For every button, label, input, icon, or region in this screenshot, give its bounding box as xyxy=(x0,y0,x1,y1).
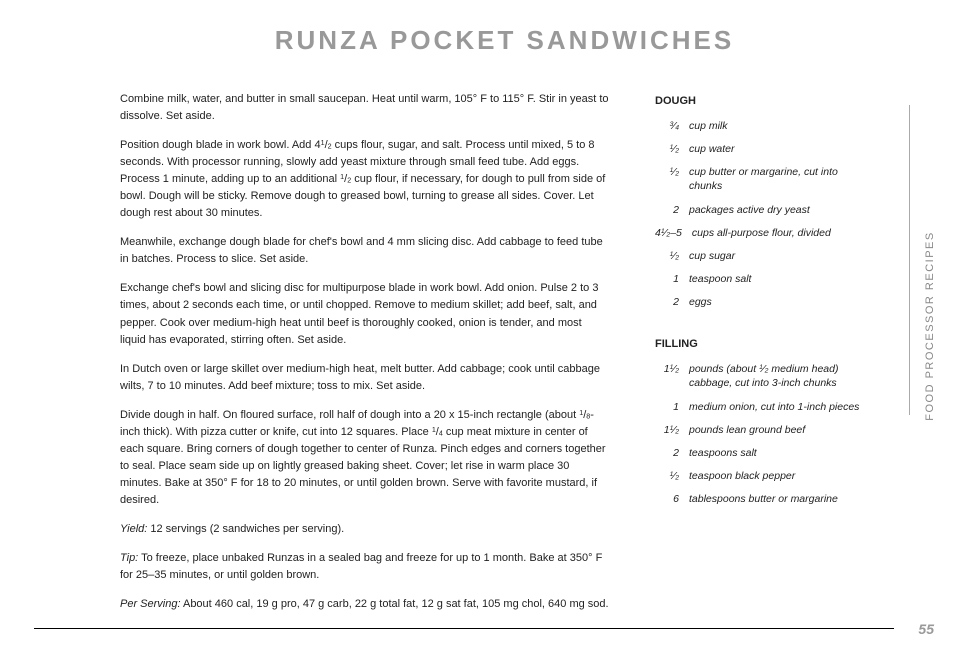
ingredient-group-title: DOUGH xyxy=(655,94,870,109)
paragraph-5: In Dutch oven or large skillet over medi… xyxy=(120,361,610,395)
ingredient-desc: packages active dry yeast xyxy=(689,203,870,217)
ingredient-item: 2teaspoons salt xyxy=(655,446,870,460)
ingredient-qty: 1⁄2 xyxy=(655,249,689,263)
ingredient-item: 2eggs xyxy=(655,295,870,309)
recipe-title: RUNZA POCKET SANDWICHES xyxy=(120,25,889,56)
ingredient-item: 41⁄2–5cups all-purpose flour, divided xyxy=(655,226,870,240)
ingredient-item: 3⁄4cup milk xyxy=(655,119,870,133)
ingredient-item: 2packages active dry yeast xyxy=(655,203,870,217)
ingredient-item: 1teaspoon salt xyxy=(655,272,870,286)
paragraph-3: Meanwhile, exchange dough blade for chef… xyxy=(120,234,610,268)
ingredient-desc: cup water xyxy=(689,142,870,156)
ingredient-desc: pounds lean ground beef xyxy=(689,423,870,437)
ingredient-desc: eggs xyxy=(689,295,870,309)
ingredient-desc: tablespoons butter or margarine xyxy=(689,492,870,506)
ingredient-qty: 11⁄2 xyxy=(655,423,689,437)
ingredient-list: 3⁄4cup milk1⁄2cup water1⁄2cup butter or … xyxy=(655,119,870,310)
ingredient-qty: 1⁄2 xyxy=(655,469,689,483)
ingredient-desc: cup milk xyxy=(689,119,870,133)
ingredient-desc: teaspoons salt xyxy=(689,446,870,460)
footer: 55 xyxy=(918,621,934,637)
ingredient-desc: teaspoon salt xyxy=(689,272,870,286)
ingredient-qty: 2 xyxy=(655,446,689,460)
ingredient-group-title: FILLING xyxy=(655,337,870,352)
ingredient-item: 1⁄2cup butter or margarine, cut into chu… xyxy=(655,165,870,193)
ingredient-desc: pounds (about 1⁄2 medium head) cabbage, … xyxy=(689,362,870,390)
ingredient-item: 11⁄2pounds lean ground beef xyxy=(655,423,870,437)
per-serving-line: Per Serving: About 460 cal, 19 g pro, 47… xyxy=(120,596,610,613)
ingredient-desc: cup butter or margarine, cut into chunks xyxy=(689,165,870,193)
ingredient-desc: medium onion, cut into 1-inch pieces xyxy=(689,400,870,414)
ingredient-qty: 1⁄2 xyxy=(655,142,689,156)
ingredient-item: 6tablespoons butter or margarine xyxy=(655,492,870,506)
paragraph-6: Divide dough in half. On floured surface… xyxy=(120,407,610,509)
content: Combine milk, water, and butter in small… xyxy=(120,91,889,625)
ingredient-item: 1⁄2cup water xyxy=(655,142,870,156)
ingredient-item: 1⁄2cup sugar xyxy=(655,249,870,263)
ingredient-qty: 2 xyxy=(655,203,689,217)
section-label: Food Processor Recipes xyxy=(924,231,936,420)
side-rule xyxy=(909,105,910,415)
ingredient-desc: cup sugar xyxy=(689,249,870,263)
ingredient-list: 11⁄2pounds (about 1⁄2 medium head) cabba… xyxy=(655,362,870,506)
tip-line: Tip: To freeze, place unbaked Runzas in … xyxy=(120,550,610,584)
ingredient-qty: 2 xyxy=(655,295,689,309)
ingredient-item: 11⁄2pounds (about 1⁄2 medium head) cabba… xyxy=(655,362,870,390)
ingredient-qty: 41⁄2–5 xyxy=(655,226,692,240)
yield-line: Yield: 12 servings (2 sandwiches per ser… xyxy=(120,521,610,538)
ingredient-item: 1medium onion, cut into 1-inch pieces xyxy=(655,400,870,414)
ingredient-qty: 6 xyxy=(655,492,689,506)
paragraph-4: Exchange chef's bowl and slicing disc fo… xyxy=(120,280,610,348)
ingredient-qty: 1 xyxy=(655,400,689,414)
ingredients-column: DOUGH3⁄4cup milk1⁄2cup water1⁄2cup butte… xyxy=(655,91,870,625)
ingredient-desc: teaspoon black pepper xyxy=(689,469,870,483)
ingredient-qty: 1⁄2 xyxy=(655,165,689,193)
paragraph-2: Position dough blade in work bowl. Add 4… xyxy=(120,137,610,222)
ingredient-desc: cups all-purpose flour, divided xyxy=(692,226,870,240)
instructions-column: Combine milk, water, and butter in small… xyxy=(120,91,610,625)
ingredient-item: 1⁄2teaspoon black pepper xyxy=(655,469,870,483)
ingredient-qty: 1 xyxy=(655,272,689,286)
paragraph-1: Combine milk, water, and butter in small… xyxy=(120,91,610,125)
ingredient-qty: 11⁄2 xyxy=(655,362,689,390)
ingredient-qty: 3⁄4 xyxy=(655,119,689,133)
page-number: 55 xyxy=(918,621,934,637)
footer-rule xyxy=(34,628,894,629)
